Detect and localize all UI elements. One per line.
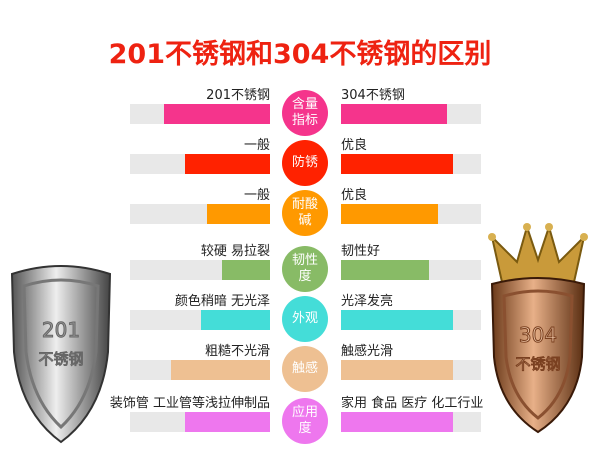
right-bar-track — [341, 412, 481, 432]
right-description: 304不锈钢 — [341, 88, 405, 103]
left-bar-track — [130, 310, 270, 330]
right-bar-track — [341, 260, 481, 280]
left-bar-track — [130, 260, 270, 280]
right-bar-track — [341, 204, 481, 224]
page-title: 201不锈钢和304不锈钢的区别 — [108, 39, 492, 70]
category-label: 触感 — [291, 361, 318, 376]
right-bar-fill — [341, 412, 453, 432]
comparison-row: 颜色稍暗 无光泽 光泽发亮 外观 — [0, 290, 600, 350]
left-description: 颜色稍暗 无光泽 — [174, 294, 270, 309]
category-label: 含量指标 — [291, 97, 318, 128]
left-bar-fill — [163, 104, 270, 124]
shield-304-crown-image: 304 不锈钢 — [488, 223, 588, 434]
left-bar-track — [130, 154, 270, 174]
left-description: 装饰管 工业管等浅拉伸制品 — [109, 396, 270, 411]
right-description: 优良 — [341, 188, 368, 203]
shield-304-text: 不锈钢 — [515, 355, 560, 373]
comparison-row: 粗糙不光滑 触感光滑 触感 — [0, 340, 600, 400]
left-bar-track — [130, 104, 270, 124]
left-description: 粗糙不光滑 — [204, 344, 270, 359]
category-badge: 触感 — [282, 346, 328, 392]
category-label: 外观 — [291, 311, 318, 326]
right-bar-fill — [341, 310, 453, 330]
right-description: 家用 食品 医疗 化工行业 — [341, 396, 484, 411]
category-label: 韧性度 — [291, 253, 318, 284]
left-bar-track — [130, 412, 270, 432]
left-description: 较硬 易拉裂 — [200, 244, 270, 259]
category-badge: 外观 — [282, 296, 328, 342]
category-label: 耐酸碱 — [291, 197, 318, 228]
comparison-row: 一般 优良 防锈 — [0, 134, 600, 194]
shield-201-image: 201 不锈钢 — [10, 265, 112, 444]
right-description: 光泽发亮 — [341, 294, 394, 309]
category-badge: 韧性度 — [282, 246, 328, 292]
category-label: 防锈 — [291, 155, 318, 170]
category-label: 应用度 — [291, 405, 318, 436]
right-description: 韧性好 — [341, 244, 381, 259]
right-bar-track — [341, 360, 481, 380]
shield-201-number: 201 — [42, 318, 80, 342]
left-bar-fill — [207, 204, 270, 224]
comparison-row: 一般 优良 耐酸碱 — [0, 184, 600, 244]
right-bar-fill — [341, 360, 453, 380]
comparison-row: 201不锈钢 304不锈钢 含量指标 — [0, 84, 600, 144]
left-bar-fill — [222, 260, 270, 280]
left-bar-fill — [201, 310, 270, 330]
category-badge: 含量指标 — [282, 90, 328, 136]
right-description: 触感光滑 — [341, 344, 394, 359]
left-bar-fill — [184, 412, 270, 432]
category-badge: 耐酸碱 — [282, 190, 328, 236]
comparison-row: 较硬 易拉裂 韧性好 韧性度 — [0, 240, 600, 300]
left-bar-track — [130, 360, 270, 380]
right-bar-fill — [341, 154, 453, 174]
left-description: 一般 — [243, 138, 270, 153]
left-description: 201不锈钢 — [206, 88, 270, 103]
left-bar-track — [130, 204, 270, 224]
shield-201-text: 不锈钢 — [38, 350, 83, 368]
right-bar-fill — [341, 204, 438, 224]
left-description: 一般 — [243, 188, 270, 203]
category-badge: 应用度 — [282, 398, 328, 444]
left-bar-fill — [184, 154, 270, 174]
comparison-row: 装饰管 工业管等浅拉伸制品 家用 食品 医疗 化工行业 应用度 — [0, 392, 600, 452]
shield-304-number: 304 — [519, 323, 557, 347]
left-bar-fill — [170, 360, 270, 380]
right-bar-fill — [341, 104, 448, 124]
right-description: 优良 — [341, 138, 368, 153]
right-bar-track — [341, 310, 481, 330]
right-bar-fill — [341, 260, 430, 280]
right-bar-track — [341, 104, 481, 124]
right-bar-track — [341, 154, 481, 174]
category-badge: 防锈 — [282, 140, 328, 186]
